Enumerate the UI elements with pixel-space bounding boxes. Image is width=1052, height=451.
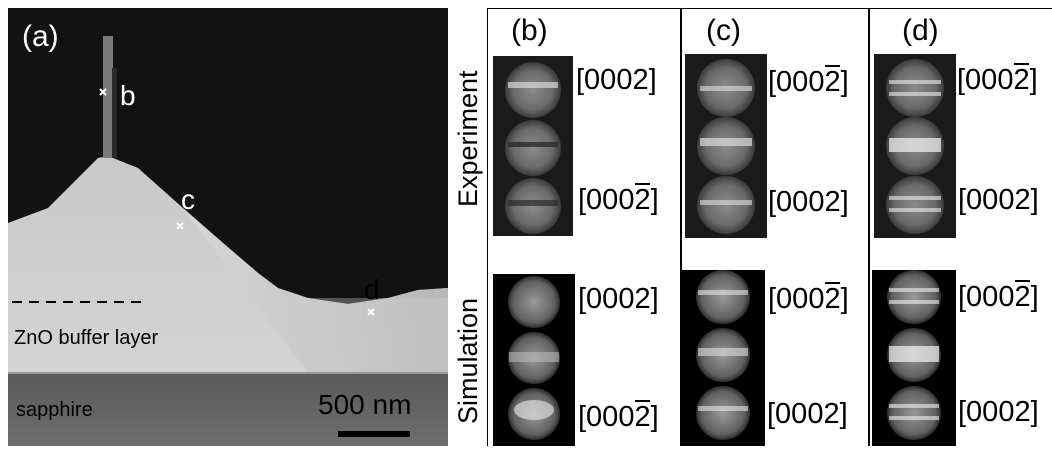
index-suffix: ]: [840, 66, 849, 98]
nanowire: [103, 36, 113, 158]
marker-d: [367, 308, 375, 316]
column-c-header: (c): [706, 14, 741, 47]
index-exp-d-top: [0002]: [957, 63, 1038, 97]
index-suffix: ]: [1029, 64, 1038, 96]
cbed-sim-c: [681, 270, 765, 446]
index-prefix: [000: [578, 184, 635, 216]
panel-a-micrograph: [8, 8, 448, 446]
index-prefix: [000: [958, 281, 1015, 313]
marker-c: [176, 222, 184, 230]
index-prefix: [000: [768, 66, 825, 98]
index-exp-b-top: [0002]: [576, 64, 657, 96]
index-bar-digit: 2: [1014, 280, 1031, 313]
buffer-layer-label: ZnO buffer layer: [14, 327, 159, 349]
index-sim-b-top: [0002]: [578, 283, 659, 315]
sem-image: [8, 8, 448, 446]
column-b-header: (b): [511, 14, 548, 47]
index-sim-c-top: [0002]: [768, 282, 849, 316]
index-prefix: [000: [578, 401, 635, 433]
cbed-sim-b: [493, 274, 575, 446]
column-d-header: (d): [902, 14, 939, 47]
index-exp-b-bottom: [0002]: [578, 183, 659, 217]
index-bar-digit: 2: [824, 282, 841, 315]
cbed-grid-frame: [487, 8, 1052, 446]
index-suffix: ]: [650, 184, 659, 216]
index-bar-digit: 2: [634, 183, 651, 216]
index-suffix: ]: [1030, 281, 1039, 313]
cbed-exp-d: [874, 54, 956, 238]
point-b-label: b: [120, 80, 136, 111]
cbed-exp-b: [493, 56, 573, 236]
index-sim-d-top: [0002]: [958, 280, 1039, 314]
index-prefix: [000: [768, 283, 825, 315]
index-sim-c-bottom: [0002]: [767, 398, 848, 430]
index-exp-d-bottom: [0002]: [958, 184, 1039, 216]
marker-b: [99, 88, 107, 96]
scale-bar-label: 500 nm: [318, 389, 412, 420]
scale-bar: [338, 431, 410, 437]
index-bar-digit: 2: [634, 400, 651, 433]
index-sim-b-bottom: [0002]: [578, 400, 659, 434]
cbed-exp-c: [685, 54, 767, 238]
index-suffix: ]: [650, 401, 659, 433]
cbed-sim-d: [872, 270, 956, 446]
point-d-label: d: [364, 274, 380, 305]
index-bar-digit: 2: [1013, 63, 1030, 96]
index-suffix: ]: [840, 283, 849, 315]
index-bar-digit: 2: [824, 65, 841, 98]
sapphire-label: sapphire: [16, 399, 93, 421]
buffer-layer: [8, 298, 448, 373]
panel-a-label: (a): [22, 20, 59, 53]
index-exp-c-top: [0002]: [768, 65, 849, 99]
index-prefix: [000: [957, 64, 1014, 96]
point-c-label: c: [181, 184, 195, 215]
index-exp-c-bottom: [0002]: [768, 186, 849, 218]
pyramid-flank: [183, 208, 448, 373]
index-sim-d-bottom: [0002]: [958, 396, 1039, 428]
